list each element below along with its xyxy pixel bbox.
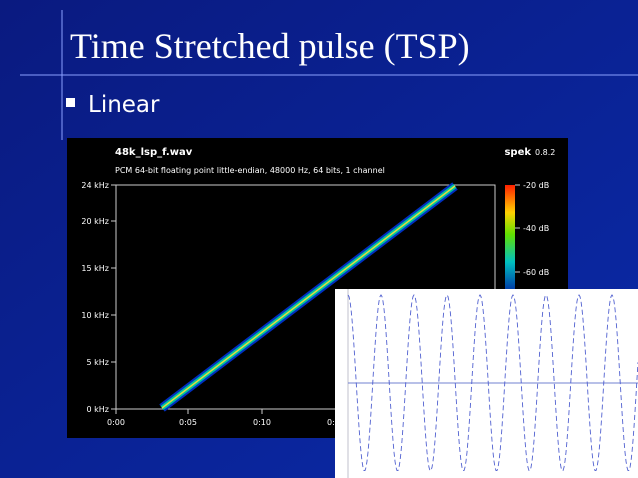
color-bar (505, 185, 515, 295)
waveform-inset (335, 289, 638, 478)
db-label: -40 dB (523, 224, 549, 233)
app-version: 0.8.2 (535, 148, 555, 157)
x-label: 0:10 (253, 418, 271, 427)
db-label: -60 dB (523, 268, 549, 277)
db-label: -20 dB (523, 181, 549, 190)
y-label: 20 kHz (81, 217, 109, 226)
y-label: 0 kHz (87, 405, 109, 414)
y-label: 10 kHz (81, 311, 109, 320)
x-label: 0:05 (179, 418, 197, 427)
y-label: 24 kHz (81, 181, 109, 190)
file-info: PCM 64-bit floating point little-endian,… (115, 166, 385, 175)
spectrogram: 48k_lsp_f.wav spek 0.8.2 PCM 64-bit floa… (67, 138, 568, 438)
app-name: spek (504, 147, 531, 158)
waveform (347, 294, 638, 472)
bullet-marker (66, 98, 75, 107)
slide-title: Time Stretched pulse (TSP) (70, 26, 470, 66)
y-label: 15 kHz (81, 264, 109, 273)
x-label: 0:00 (107, 418, 125, 427)
sweep-line (161, 185, 456, 409)
y-label: 5 kHz (87, 358, 109, 367)
file-name: 48k_lsp_f.wav (115, 147, 193, 158)
bullet-text: Linear (88, 92, 160, 118)
